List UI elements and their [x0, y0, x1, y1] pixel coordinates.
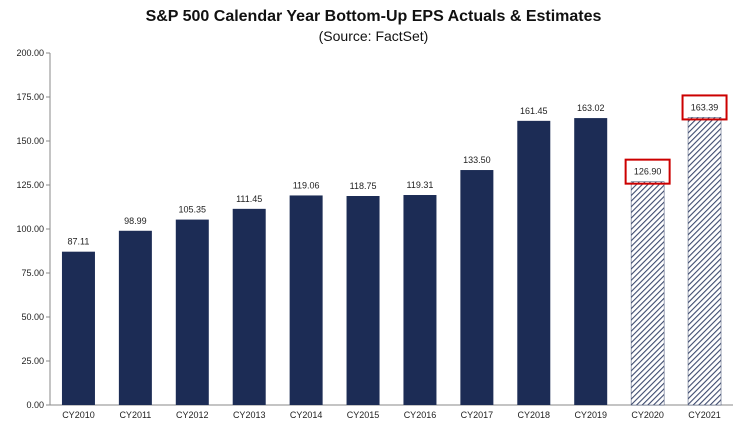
y-tick-label: 125.00	[16, 180, 44, 190]
x-tick-label: CY2014	[290, 410, 323, 420]
data-label: 119.06	[293, 180, 320, 190]
bar-estimate	[687, 117, 722, 406]
data-label: 133.50	[463, 155, 491, 165]
x-tick-label: CY2012	[176, 410, 209, 420]
data-label: 118.75	[350, 181, 377, 191]
chart-title: S&P 500 Calendar Year Bottom-Up EPS Actu…	[145, 8, 602, 25]
bar	[346, 196, 380, 405]
bar	[403, 195, 437, 405]
bar	[61, 251, 95, 405]
y-tick-label: 200.00	[16, 48, 44, 58]
chart-subtitle: (Source: FactSet)	[318, 28, 429, 44]
data-label: 98.99	[124, 216, 147, 226]
y-tick-label: 50.00	[21, 312, 44, 322]
data-label: 163.39	[691, 102, 719, 112]
x-tick-label: CY2010	[62, 410, 95, 420]
bar	[289, 195, 323, 405]
highlight-box	[624, 158, 671, 185]
x-tick-label: CY2016	[404, 410, 437, 420]
data-label: 119.31	[407, 180, 434, 190]
data-label: 87.11	[68, 237, 90, 247]
bar	[460, 170, 494, 405]
bar	[574, 118, 608, 405]
y-tick-label: 75.00	[21, 268, 44, 278]
x-tick-label: CY2019	[574, 410, 607, 420]
y-tick-label: 100.00	[16, 224, 44, 234]
y-tick-label: 150.00	[16, 136, 44, 146]
x-tick-label: CY2011	[119, 410, 151, 420]
data-label: 163.02	[577, 103, 605, 113]
y-tick-label: 25.00	[21, 356, 44, 366]
x-tick-label: CY2013	[233, 410, 266, 420]
x-tick-label: CY2015	[347, 410, 380, 420]
x-tick-label: CY2021	[688, 410, 721, 420]
data-label: 105.35	[179, 205, 207, 215]
bar	[175, 219, 209, 405]
bar	[232, 208, 266, 405]
x-tick-label: CY2018	[518, 410, 551, 420]
bar	[118, 230, 152, 405]
data-label: 161.45	[520, 106, 548, 116]
data-label: 126.90	[634, 167, 662, 177]
x-tick-label: CY2017	[461, 410, 494, 420]
bars	[61, 117, 722, 406]
labels: 87.11 CY2010 98.99 CY2011 105.35 CY2012 111.45…	[62, 94, 728, 420]
x-tick-label: CY2020	[631, 410, 664, 420]
bar	[517, 120, 551, 406]
y-tick-label: 0.00	[26, 400, 44, 410]
data-label: 111.45	[236, 194, 262, 204]
highlight-box	[681, 94, 728, 121]
axes: 0.00 25.00 50.00 75.00 100.00 125.00 150.00 175…	[16, 48, 733, 410]
y-tick-label: 175.00	[16, 92, 44, 102]
bar-estimate	[630, 181, 665, 406]
